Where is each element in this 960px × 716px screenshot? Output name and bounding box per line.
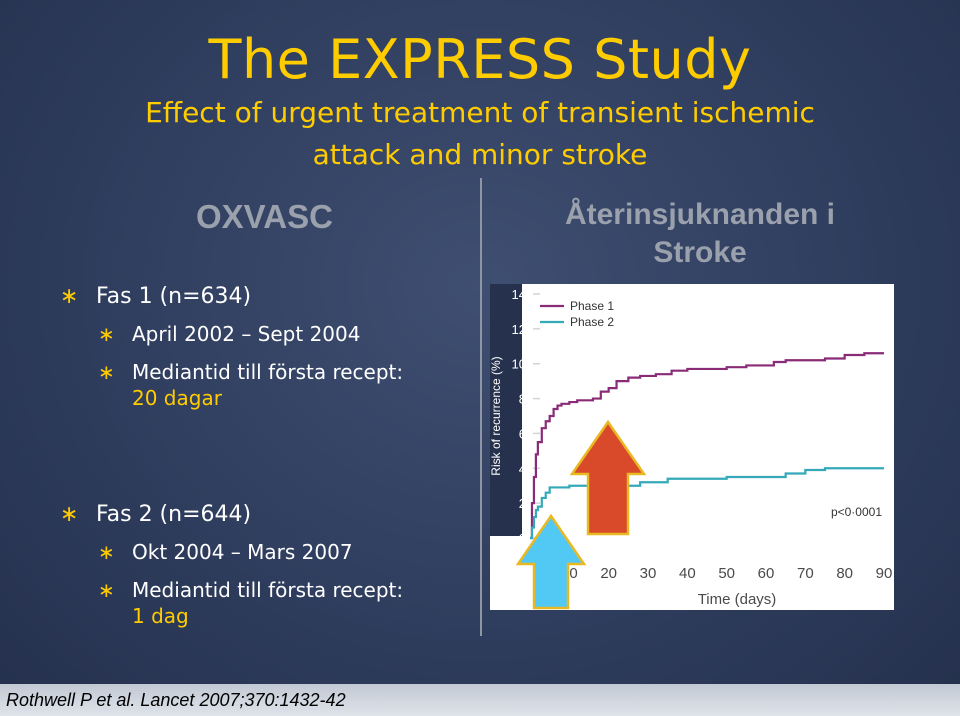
phase1-median: ∗ Mediantid till första recept: <box>98 360 403 384</box>
x-tick-label: 20 <box>600 565 617 582</box>
phase2-bullet: ∗ Fas 2 (n=644) <box>60 502 251 527</box>
y-tick-label: 4 <box>519 461 526 476</box>
phase1-period-text: April 2002 – Sept 2004 <box>132 322 361 346</box>
vertical-divider <box>480 178 482 636</box>
y-tick-label: 10 <box>512 357 526 372</box>
y-axis-label: Risk of recurrence (%) <box>490 356 503 475</box>
p-value-annotation: p<0·0001 <box>831 505 882 519</box>
phase2-period: ∗ Okt 2004 – Mars 2007 <box>98 540 353 564</box>
blue-up-arrow-icon <box>515 513 587 610</box>
y-tick-label: 0 <box>519 531 526 546</box>
phase2-median-value: 1 dag <box>132 604 189 628</box>
x-tick-label: 30 <box>640 565 657 582</box>
footer-band <box>0 684 960 716</box>
phase1-bullet-text: Fas 1 (n=634) <box>96 284 252 309</box>
bullet-icon: ∗ <box>98 360 115 384</box>
x-axis-label: Time (days) <box>698 591 777 608</box>
y-tick-label: 6 <box>519 426 526 441</box>
red-up-arrow-icon <box>569 419 647 536</box>
phase2-median: ∗ Mediantid till första recept: <box>98 578 403 602</box>
y-tick-label: 2 <box>519 496 526 511</box>
y-tick-label: 14 <box>512 287 526 302</box>
page-title: The EXPRESS Study <box>208 28 752 91</box>
x-tick-label: 60 <box>758 565 775 582</box>
phase2-period-text: Okt 2004 – Mars 2007 <box>132 540 353 564</box>
x-tick-label: 70 <box>797 565 814 582</box>
phase1-median-value: 20 dagar <box>132 386 222 410</box>
bullet-icon: ∗ <box>98 540 115 564</box>
bullet-icon: ∗ <box>60 502 79 527</box>
y-tick-label: 12 <box>512 322 526 337</box>
series-line-phase1 <box>530 352 884 540</box>
chart-heading-line-1: Återinsjuknanden i <box>564 198 836 231</box>
bullet-icon: ∗ <box>60 284 79 309</box>
bullet-icon: ∗ <box>98 578 115 602</box>
x-tick-label: 40 <box>679 565 696 582</box>
y-tick-label: 8 <box>519 392 526 407</box>
x-tick-label: 80 <box>836 565 853 582</box>
phase2-bullet-text: Fas 2 (n=644) <box>96 502 252 527</box>
oxvasc-heading: OXVASC <box>196 198 333 235</box>
citation: Rothwell P et al. Lancet 2007;370:1432-4… <box>6 690 346 710</box>
phase1-bullet: ∗ Fas 1 (n=634) <box>60 284 251 309</box>
chart-heading-line-2: Stroke <box>653 236 747 269</box>
bullet-icon: ∗ <box>98 322 115 346</box>
subtitle-line-1: Effect of urgent treatment of transient … <box>145 96 815 129</box>
subtitle-line-2: attack and minor stroke <box>312 138 648 171</box>
recurrence-chart: 0 2 4 6 8 10 12 14 Risk of recurrence (%) 10 20 30 4… <box>489 284 894 610</box>
legend-label: Phase 2 <box>570 315 614 329</box>
x-tick-label: 50 <box>718 565 735 582</box>
legend-label: Phase 1 <box>570 299 614 313</box>
x-tick-label: 90 <box>876 565 893 582</box>
phase1-median-text: Mediantid till första recept: <box>132 360 404 384</box>
phase1-period: ∗ April 2002 – Sept 2004 <box>98 322 360 346</box>
phase2-median-text: Mediantid till första recept: <box>132 578 404 602</box>
